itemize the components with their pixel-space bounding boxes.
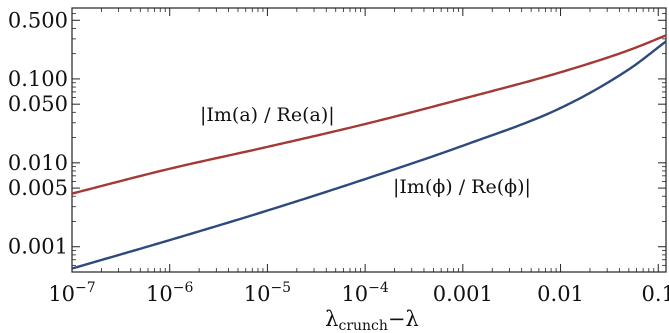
y-tick-label: 0.100 bbox=[8, 67, 68, 91]
x-axis-title: λcrunch−λ bbox=[325, 307, 419, 333]
x-tick-label: 10−6 bbox=[146, 280, 193, 306]
x-tick-label: 10−5 bbox=[244, 280, 291, 306]
data-series bbox=[71, 34, 667, 270]
x-tick-label: 0.001 bbox=[433, 282, 493, 306]
x-axis-title-sub: crunch bbox=[338, 318, 387, 333]
y-tick-label: 0.001 bbox=[8, 235, 68, 259]
y-tick-label: 0.500 bbox=[8, 8, 68, 32]
y-tick-label: 0.005 bbox=[8, 176, 68, 200]
series-im-a-label: |Im(a) / Re(a)| bbox=[200, 104, 335, 126]
y-tick-label: 0.050 bbox=[8, 92, 68, 116]
axis-ticks bbox=[71, 8, 666, 272]
series-labels: |Im(a) / Re(a)| |Im(ϕ) / Re(ϕ)| bbox=[200, 104, 531, 198]
y-tick-label: 0.010 bbox=[8, 151, 68, 175]
axis-tick-labels: 10−7 10−6 10−5 10−4 0.001 0.01 0.10.5000.1000.… bbox=[8, 8, 669, 306]
plot-frame bbox=[71, 7, 667, 273]
x-tick-label: 10−7 bbox=[48, 280, 95, 306]
x-tick-label: 0.01 bbox=[537, 282, 584, 306]
x-tick-label: 10−4 bbox=[341, 280, 388, 306]
x-tick-label: 0.1 bbox=[642, 282, 669, 306]
series-im-phi-label: |Im(ϕ) / Re(ϕ)| bbox=[393, 176, 531, 198]
x-axis-title-main: λ bbox=[325, 307, 338, 331]
series-im-a-line bbox=[71, 34, 667, 195]
series-im-phi-line bbox=[71, 40, 667, 270]
x-axis-title-tail: −λ bbox=[388, 307, 419, 331]
